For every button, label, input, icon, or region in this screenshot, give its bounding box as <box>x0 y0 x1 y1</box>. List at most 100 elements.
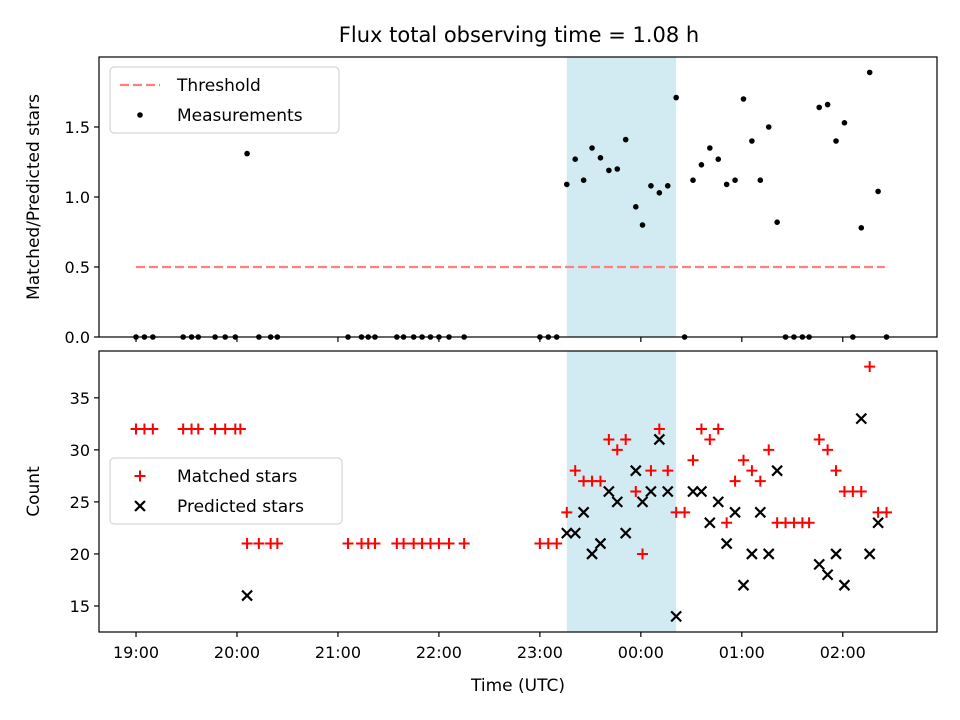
legend: Matched stars Predicted stars <box>109 457 343 525</box>
predicted-star-marker <box>704 516 716 529</box>
predicted-star-marker <box>603 485 615 498</box>
shaded-observing-window <box>566 351 677 632</box>
matched-star-marker <box>620 433 632 445</box>
measurement-point <box>244 150 250 157</box>
matched-star-marker <box>398 538 410 550</box>
measurement-point <box>866 69 873 76</box>
predicted-star-marker <box>762 548 775 560</box>
y-tick-label: 0.5 <box>65 258 90 277</box>
matched-star-marker <box>603 433 615 445</box>
measurement-point <box>833 138 839 144</box>
matched-star-marker <box>241 538 253 550</box>
matched-star-marker <box>754 475 766 487</box>
predicted-star-marker <box>737 579 750 591</box>
measurement-point <box>589 145 595 151</box>
legend-label: Matched stars <box>177 467 297 487</box>
matched-star-marker <box>721 517 733 529</box>
matched-star-marker <box>662 465 674 477</box>
measurement-point <box>841 120 848 126</box>
measurement-point <box>749 138 755 144</box>
predicted-star-marker <box>813 558 825 571</box>
x-tick-label: 21:00 <box>315 643 361 662</box>
measurement-point <box>740 96 747 102</box>
matched-star-marker <box>443 538 455 550</box>
predicted-star-marker <box>754 506 767 519</box>
x-tick-label: 22:00 <box>416 643 462 662</box>
predicted-star-marker <box>653 433 666 446</box>
predicted-star-marker <box>746 548 758 560</box>
matched-star-marker <box>679 506 691 518</box>
measurement-point <box>715 156 722 162</box>
matched-star-marker <box>855 486 867 497</box>
bottom-panel: 15 20 25 30 35 19:00 20:00 21:00 22:00 23:00 00:00… <box>24 350 938 696</box>
measurement-point <box>580 177 587 183</box>
measurement-point <box>824 101 831 108</box>
y-tick-label: 30 <box>70 441 90 460</box>
predicted-star-marker <box>670 610 682 623</box>
measurement-point <box>774 219 780 225</box>
y-tick-label: 15 <box>70 597 90 616</box>
x-tick-label: 01:00 <box>719 643 765 662</box>
matched-star-marker <box>192 423 204 435</box>
matched-star-marker <box>687 454 699 466</box>
measurement-point <box>732 177 738 183</box>
y-axis-label: Matched/Predicted stars <box>24 94 44 300</box>
chart-title: Flux total observing time = 1.08 h <box>339 23 699 47</box>
matched-star-marker <box>569 465 581 477</box>
measurement-point <box>606 167 612 174</box>
matched-star-marker <box>763 444 775 456</box>
x-tick-label: 19:00 <box>113 643 159 662</box>
predicted-star-marker <box>830 548 842 560</box>
matched-star-marker <box>737 454 749 466</box>
matched-star-marker <box>881 506 893 518</box>
matched-star-marker <box>369 538 381 550</box>
matched-star-marker <box>746 465 758 477</box>
matched-star-marker <box>271 538 283 550</box>
matched-star-marker <box>611 444 623 456</box>
legend-predicted-swatch <box>134 500 146 512</box>
predicted-star-marker <box>611 496 624 508</box>
measurement-point <box>723 181 730 188</box>
matched-star-marker <box>561 506 573 518</box>
measurement-point <box>563 181 570 188</box>
matched-star-marker <box>594 475 606 487</box>
measurement-point <box>648 183 654 189</box>
predicted-star-marker <box>821 568 834 581</box>
predicted-star-marker <box>695 485 708 498</box>
y-tick-label: 0.0 <box>65 328 90 347</box>
legend-label: Threshold <box>176 76 261 96</box>
predicted-star-marker <box>838 579 851 591</box>
measurement-point <box>875 188 881 195</box>
x-axis-label: Time (UTC) <box>470 676 565 696</box>
measurement-point <box>664 183 671 189</box>
x-tick-label: 02:00 <box>820 643 866 662</box>
y-tick-label: 1.0 <box>65 188 90 207</box>
matched-star-marker <box>803 517 815 529</box>
matched-star-marker <box>433 538 445 550</box>
matched-star-marker <box>253 538 265 550</box>
y-tick-label: 35 <box>70 389 90 408</box>
measurement-point <box>614 166 621 172</box>
x-tick-label: 23:00 <box>517 643 563 662</box>
matched-star-marker <box>822 444 834 456</box>
matched-star-marker <box>551 538 563 550</box>
predicted-star-marker <box>729 506 741 519</box>
x-tick-label: 20:00 <box>214 643 260 662</box>
measurement-point <box>698 162 705 168</box>
matched-star-marker <box>813 433 825 445</box>
matched-star-marker <box>342 538 354 550</box>
measurement-point <box>622 136 629 143</box>
top-panel: 0.0 0.5 1.0 1.5 Matched/Predicted stars Thres… <box>24 56 938 347</box>
legend: Threshold Measurements <box>109 66 340 134</box>
predicted-star-marker <box>619 527 632 539</box>
legend-label: Measurements <box>177 106 303 126</box>
legend-matched-swatch <box>134 470 146 482</box>
measurement-point <box>757 177 764 183</box>
y-tick-label: 25 <box>70 493 90 512</box>
matched-star-marker <box>234 423 246 435</box>
legend-box <box>109 457 343 525</box>
predicted-star-marker <box>241 589 253 602</box>
matched-star-marker <box>695 423 707 435</box>
matched-star-marker <box>147 423 159 435</box>
